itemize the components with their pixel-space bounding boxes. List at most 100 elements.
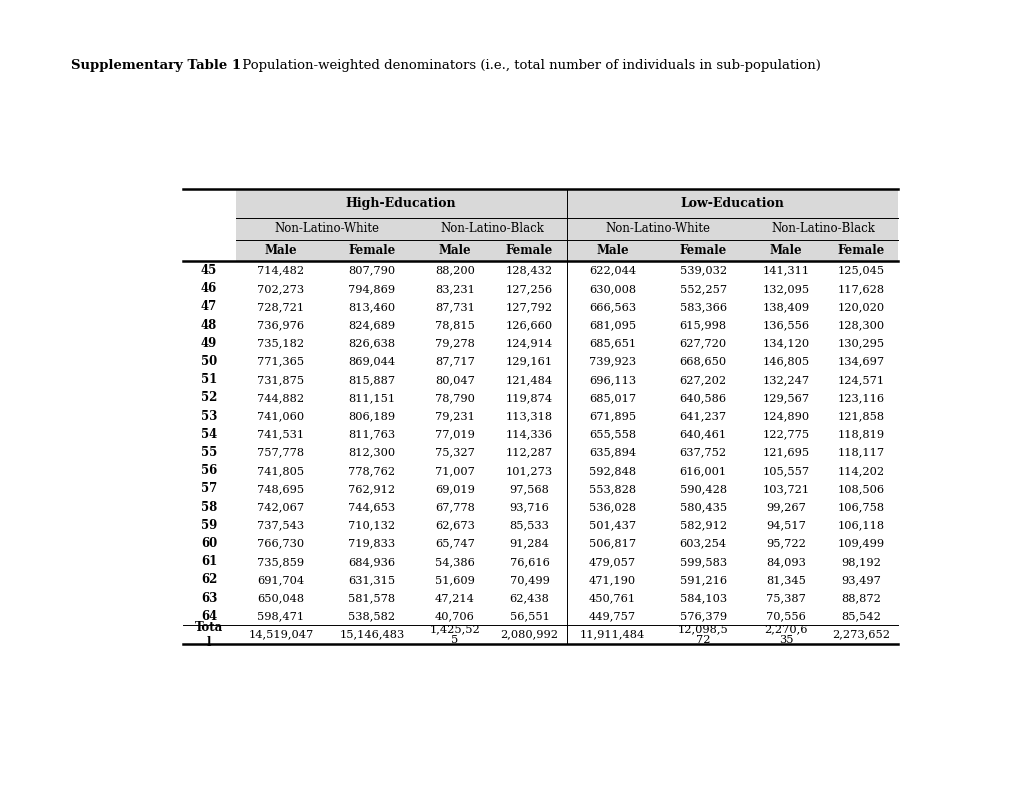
Text: 580,435: 580,435 — [679, 502, 727, 512]
Bar — [822, 552, 898, 571]
Bar — [235, 316, 326, 334]
Bar — [657, 571, 748, 589]
Bar — [182, 370, 235, 388]
Bar — [326, 480, 417, 498]
Text: 869,044: 869,044 — [347, 356, 395, 366]
Bar — [182, 589, 235, 608]
Bar — [235, 188, 567, 217]
Bar — [491, 298, 567, 316]
Text: 450,761: 450,761 — [588, 593, 635, 603]
Text: Tota
l: Tota l — [195, 621, 223, 649]
Text: 70,499: 70,499 — [510, 575, 549, 585]
Bar — [657, 444, 748, 462]
Text: 584,103: 584,103 — [679, 593, 727, 603]
Bar — [748, 262, 822, 280]
Bar — [567, 298, 657, 316]
Text: 51,609: 51,609 — [434, 575, 474, 585]
Text: 671,895: 671,895 — [588, 411, 635, 421]
Bar — [235, 426, 326, 444]
Bar — [567, 571, 657, 589]
Bar — [657, 280, 748, 298]
Bar — [417, 626, 491, 644]
Bar — [657, 262, 748, 280]
Bar — [822, 444, 898, 462]
Text: 121,695: 121,695 — [762, 448, 809, 458]
Bar — [326, 262, 417, 280]
Text: Male: Male — [264, 244, 297, 257]
Bar — [657, 462, 748, 480]
Bar — [748, 388, 822, 407]
Bar — [182, 407, 235, 426]
Text: 85,533: 85,533 — [510, 520, 549, 530]
Text: 146,805: 146,805 — [762, 356, 809, 366]
Bar — [182, 462, 235, 480]
Text: 538,582: 538,582 — [347, 611, 395, 622]
Bar — [657, 316, 748, 334]
Text: 479,057: 479,057 — [588, 557, 635, 567]
Text: 794,869: 794,869 — [347, 284, 395, 294]
Bar — [822, 316, 898, 334]
Bar — [748, 480, 822, 498]
Text: 552,257: 552,257 — [679, 284, 727, 294]
Text: Non-Latino-White: Non-Latino-White — [604, 222, 709, 235]
Bar — [182, 626, 235, 644]
Bar — [491, 352, 567, 370]
Text: 627,202: 627,202 — [679, 375, 727, 385]
Text: 106,118: 106,118 — [837, 520, 883, 530]
Bar — [417, 352, 491, 370]
Bar — [822, 462, 898, 480]
Bar — [567, 188, 898, 217]
Text: 1,425,52
5: 1,425,52 5 — [429, 624, 480, 645]
Bar — [657, 498, 748, 516]
Bar — [657, 608, 748, 626]
Bar — [748, 370, 822, 388]
Text: 75,387: 75,387 — [765, 593, 805, 603]
Text: 121,858: 121,858 — [837, 411, 883, 421]
Text: 93,716: 93,716 — [510, 502, 549, 512]
Text: 684,936: 684,936 — [347, 557, 395, 567]
Text: Non-Latino-Black: Non-Latino-Black — [440, 222, 543, 235]
Text: 49: 49 — [201, 336, 217, 350]
Text: 650,048: 650,048 — [257, 593, 305, 603]
Bar — [326, 298, 417, 316]
Text: 728,721: 728,721 — [257, 302, 305, 312]
Text: 53: 53 — [201, 410, 217, 422]
Text: 114,202: 114,202 — [837, 466, 883, 476]
Bar — [417, 370, 491, 388]
Bar — [235, 240, 326, 262]
Text: 121,484: 121,484 — [505, 375, 552, 385]
Text: 826,638: 826,638 — [347, 338, 395, 348]
Bar — [748, 352, 822, 370]
Bar — [182, 608, 235, 626]
Text: 61: 61 — [201, 556, 217, 568]
Text: 59: 59 — [201, 519, 217, 532]
Text: 40,706: 40,706 — [434, 611, 474, 622]
Bar — [567, 217, 748, 240]
Text: 811,151: 811,151 — [347, 393, 395, 403]
Text: 710,132: 710,132 — [347, 520, 395, 530]
Bar — [748, 516, 822, 534]
Text: 129,567: 129,567 — [762, 393, 809, 403]
Text: 766,730: 766,730 — [257, 538, 305, 548]
Bar — [822, 589, 898, 608]
Bar — [567, 608, 657, 626]
Text: 109,499: 109,499 — [837, 538, 883, 548]
Text: 616,001: 616,001 — [679, 466, 727, 476]
Bar — [182, 498, 235, 516]
Bar — [182, 480, 235, 498]
Bar — [748, 589, 822, 608]
Text: 581,578: 581,578 — [347, 593, 395, 603]
Bar — [748, 334, 822, 352]
Text: 14,519,047: 14,519,047 — [248, 630, 313, 640]
Text: 70,556: 70,556 — [765, 611, 805, 622]
Text: 93,497: 93,497 — [840, 575, 880, 585]
Text: 138,409: 138,409 — [762, 302, 809, 312]
Bar — [417, 217, 567, 240]
Text: Female: Female — [837, 244, 883, 257]
Text: 125,045: 125,045 — [837, 266, 883, 276]
Text: 631,315: 631,315 — [347, 575, 395, 585]
Bar — [182, 262, 235, 280]
Bar — [417, 480, 491, 498]
Text: 603,254: 603,254 — [679, 538, 727, 548]
Bar — [182, 426, 235, 444]
